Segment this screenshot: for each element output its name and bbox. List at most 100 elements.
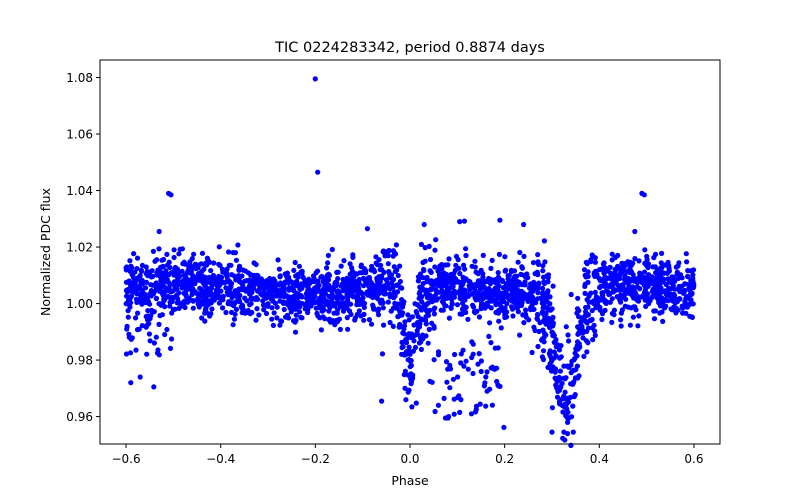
- flux-point: [665, 276, 671, 282]
- flux-point: [296, 263, 302, 269]
- flux-point: [582, 272, 588, 278]
- flux-point: [396, 324, 402, 330]
- flux-point: [467, 279, 473, 285]
- flux-point: [680, 305, 686, 311]
- flux-point: [541, 339, 547, 345]
- flux-point: [385, 253, 391, 259]
- flux-point: [334, 280, 340, 286]
- flux-point: [269, 305, 275, 311]
- flux-point: [160, 263, 166, 269]
- flux-point: [272, 293, 278, 299]
- flux-point: [400, 330, 406, 336]
- flux-point: [251, 260, 257, 266]
- chart-title: TIC 0224283342, period 0.8874 days: [274, 40, 545, 56]
- flux-point: [459, 311, 465, 317]
- flux-point: [493, 309, 499, 316]
- flux-point: [256, 312, 262, 318]
- flux-point: [230, 322, 236, 328]
- flux-point: [169, 298, 175, 305]
- flux-point: [331, 300, 337, 306]
- flux-point: [428, 286, 434, 292]
- flux-point: [277, 273, 283, 279]
- flux-point: [565, 399, 572, 405]
- flux-point: [651, 316, 658, 322]
- flux-point: [541, 318, 547, 324]
- flux-point: [129, 335, 135, 341]
- flux-point: [430, 279, 436, 285]
- outlier-point: [156, 228, 162, 235]
- flux-point: [213, 280, 219, 286]
- flux-point: [337, 326, 343, 332]
- outlier-point: [137, 374, 143, 380]
- flux-point: [550, 283, 556, 289]
- flux-point: [387, 286, 393, 292]
- flux-point: [478, 267, 484, 273]
- flux-point: [297, 309, 303, 315]
- flux-point: [350, 252, 356, 258]
- x-tick-label: 0.2: [495, 452, 514, 466]
- flux-point: [246, 277, 252, 283]
- flux-point: [582, 283, 588, 289]
- flux-point: [176, 251, 182, 257]
- outlier-point: [570, 429, 576, 435]
- outlier-point: [442, 415, 449, 421]
- flux-point: [571, 394, 577, 400]
- flux-point: [381, 269, 387, 275]
- flux-point: [547, 324, 553, 330]
- y-tick-label: 1.08: [66, 71, 93, 85]
- flux-point: [449, 300, 455, 306]
- flux-point: [133, 315, 139, 321]
- flux-point: [501, 424, 507, 430]
- flux-point: [540, 274, 547, 280]
- y-tick-label: 1.06: [66, 127, 93, 141]
- flux-point: [326, 286, 332, 292]
- flux-point: [641, 269, 648, 275]
- flux-point: [446, 315, 452, 321]
- outlier-point: [168, 192, 174, 198]
- flux-point: [531, 283, 537, 289]
- flux-point: [474, 308, 480, 314]
- flux-point: [401, 372, 407, 378]
- flux-point: [419, 299, 425, 305]
- flux-point: [564, 363, 570, 369]
- flux-point: [164, 251, 170, 257]
- flux-point: [559, 396, 565, 402]
- flux-point: [369, 321, 375, 327]
- flux-point: [218, 294, 224, 300]
- flux-point: [361, 311, 367, 317]
- flux-point: [315, 278, 321, 284]
- flux-point: [457, 409, 463, 415]
- flux-point: [135, 310, 141, 316]
- flux-point: [341, 280, 347, 287]
- flux-point: [509, 304, 515, 310]
- flux-point: [456, 393, 462, 399]
- flux-point: [572, 350, 578, 356]
- flux-point: [277, 322, 283, 328]
- flux-point: [156, 246, 162, 252]
- flux-point: [439, 266, 445, 272]
- flux-point: [478, 358, 484, 364]
- flux-point: [547, 353, 553, 359]
- flux-point: [292, 259, 298, 266]
- flux-point: [388, 293, 394, 300]
- flux-point: [625, 280, 631, 286]
- flux-point: [417, 271, 424, 277]
- flux-point: [599, 290, 605, 296]
- flux-point: [611, 312, 617, 318]
- flux-point: [402, 385, 408, 391]
- flux-point: [439, 298, 446, 305]
- flux-point: [554, 394, 561, 400]
- flux-point: [519, 265, 526, 271]
- flux-point: [591, 301, 597, 307]
- flux-point: [539, 354, 546, 360]
- flux-point: [512, 273, 518, 280]
- flux-point: [392, 268, 398, 274]
- flux-point: [361, 317, 367, 323]
- flux-point: [443, 359, 450, 365]
- flux-point: [326, 316, 333, 322]
- flux-point: [585, 325, 592, 331]
- flux-point: [422, 245, 428, 251]
- flux-point: [128, 264, 134, 270]
- y-axis-label: Normalized PDC flux: [38, 188, 53, 316]
- flux-point: [253, 279, 259, 285]
